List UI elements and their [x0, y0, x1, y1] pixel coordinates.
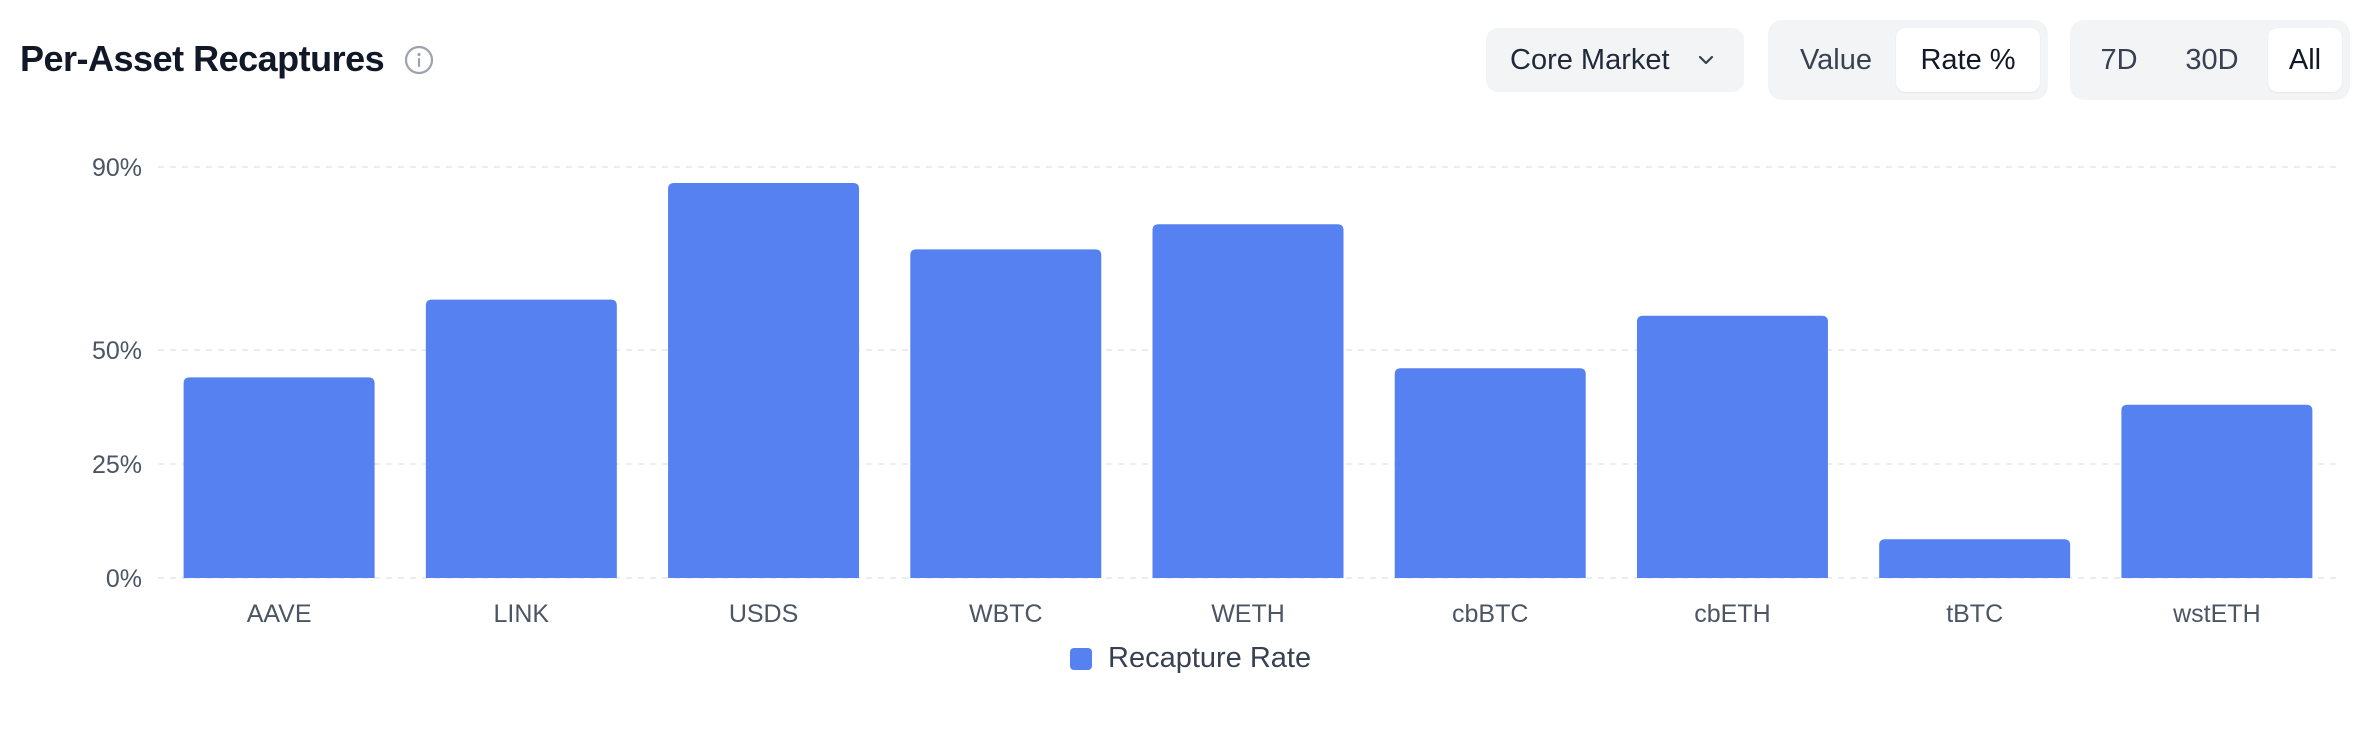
chart-header: Per-Asset Recaptures Core Market Value R… — [0, 0, 2378, 120]
market-dropdown[interactable]: Core Market — [1486, 28, 1744, 92]
bar-wsteth — [2121, 404, 2313, 578]
x-tick-label: USDS — [729, 600, 798, 628]
y-tick-label: 50% — [92, 337, 142, 365]
metric-rate-button[interactable]: Rate % — [1896, 28, 2040, 92]
time-all-button[interactable]: All — [2268, 28, 2342, 92]
x-tick-label: cbBTC — [1452, 600, 1528, 628]
bar-aave — [183, 377, 375, 578]
bar-wbtc — [910, 249, 1102, 578]
time-7d-button[interactable]: 7D — [2100, 43, 2138, 76]
x-tick-label: wstETH — [2172, 600, 2261, 628]
x-tick-label: WETH — [1211, 600, 1285, 628]
bar-tbtc — [1879, 539, 2071, 578]
bar-cbbtc — [1394, 368, 1586, 578]
x-tick-label: AAVE — [247, 600, 312, 628]
info-circle-icon[interactable] — [403, 44, 435, 76]
bar-chart: 0% 25% 50% 90% AAVE LINK USDS WBTC WETH cbBTC cbET… — [92, 154, 2338, 628]
bar-weth — [1152, 224, 1344, 578]
metric-toggle: Value Rate % — [1768, 20, 2048, 100]
metric-value-button[interactable]: Value — [1799, 43, 1873, 76]
bar-link — [425, 299, 617, 578]
x-tick-label: LINK — [494, 600, 550, 628]
x-tick-label: WBTC — [969, 600, 1043, 628]
chart-legend: Recapture Rate — [1070, 642, 1311, 675]
time-30d-button[interactable]: 30D — [2185, 43, 2239, 76]
y-tick-label: 25% — [92, 451, 142, 479]
y-tick-label: 0% — [106, 565, 142, 593]
market-dropdown-label: Core Market — [1510, 43, 1670, 76]
chevron-down-icon — [1698, 55, 1714, 65]
x-tick-label: tBTC — [1946, 600, 2003, 628]
legend-swatch — [1070, 647, 1092, 670]
time-range-toggle: 7D 30D All — [2070, 20, 2350, 100]
bar-cbeth — [1636, 315, 1828, 578]
page-title: Per-Asset Recaptures — [20, 38, 385, 79]
y-tick-label: 90% — [92, 154, 142, 182]
legend-label: Recapture Rate — [1108, 642, 1312, 674]
bar-usds — [668, 183, 860, 578]
x-tick-label: cbETH — [1694, 600, 1770, 628]
